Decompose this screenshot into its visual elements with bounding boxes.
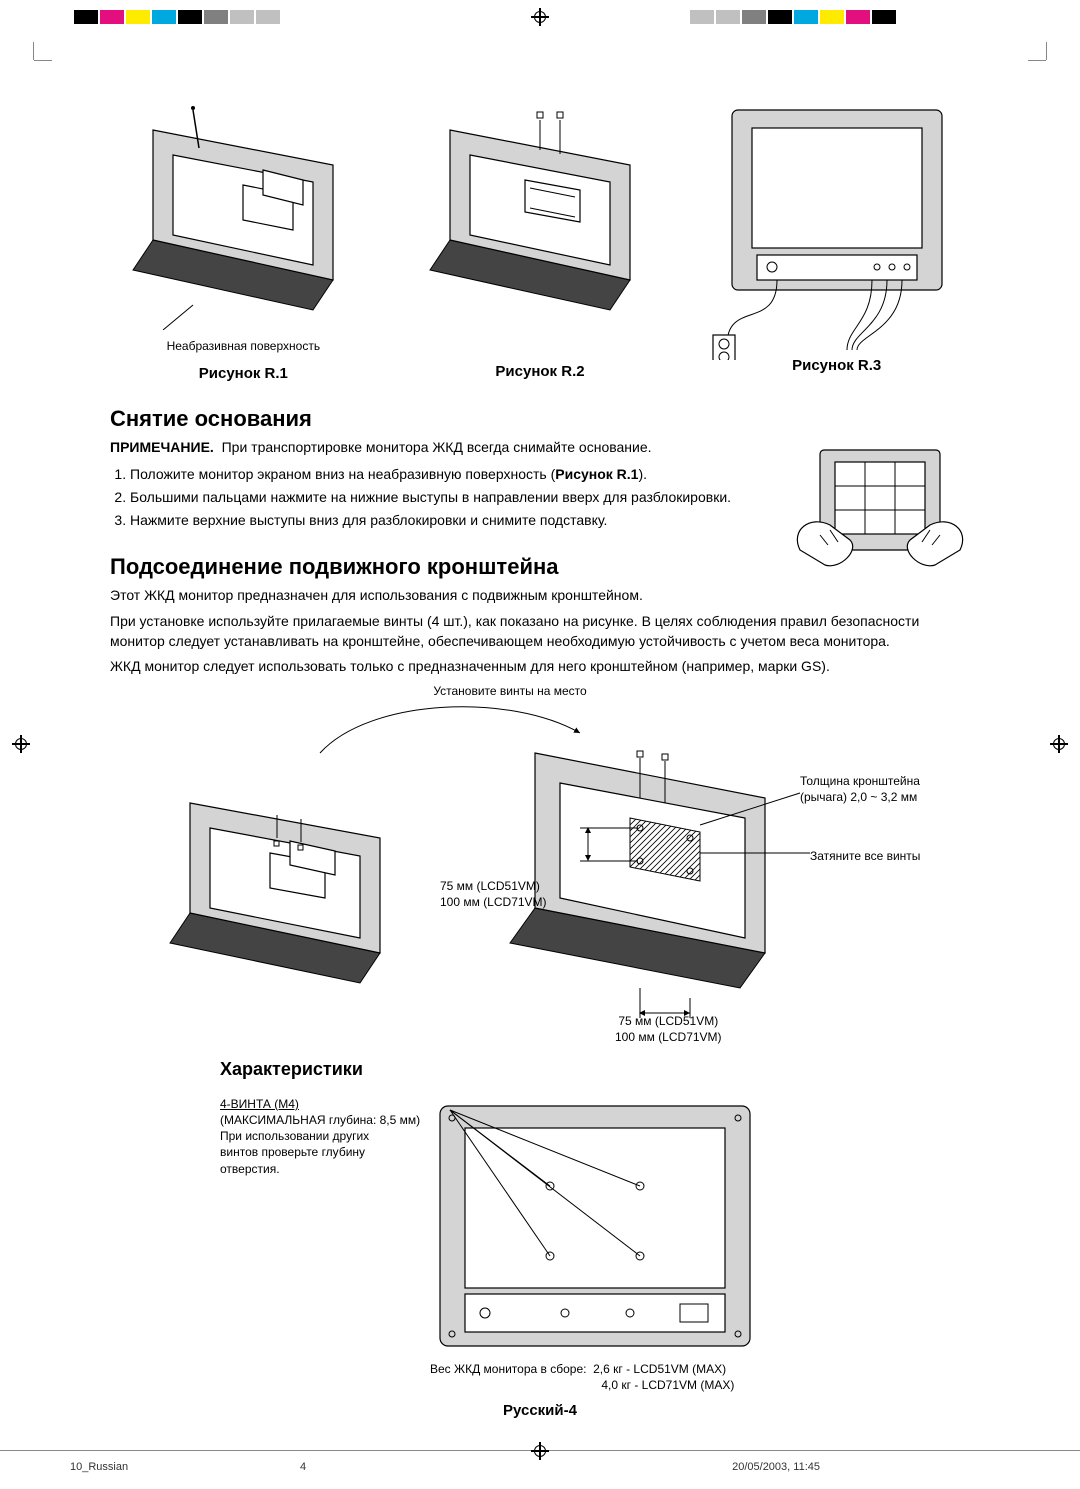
s2-p3: ЖКД монитор следует использовать только … (110, 657, 970, 677)
page-footer: 10_Russian 4 20/05/2003, 11:45 (0, 1450, 1080, 1489)
figure-r1-subcaption: Неабразивная поверхность (110, 339, 377, 353)
color-calibration-bar (74, 10, 282, 24)
page-label: Русский-4 (110, 1402, 970, 1419)
page-content: Неабразивная поверхность Рисунок R.1 (110, 100, 970, 1419)
weight2: 4,0 кг - LCD71VM (MAX) (601, 1378, 734, 1392)
figure-r3: Рисунок R.3 (703, 100, 970, 382)
footer-right: 20/05/2003, 11:45 (732, 1461, 820, 1473)
screw-note1: При использовании других (220, 1129, 369, 1143)
footer-left: 10_Russian (70, 1461, 128, 1473)
note-label: ПРИМЕЧАНИЕ. (110, 439, 214, 455)
step-1-tail: ). (638, 466, 647, 482)
figure-r1-svg (113, 100, 373, 330)
crop-mark (1028, 42, 1052, 66)
screw-depth: (МАКСИМАЛЬНАЯ глубина: 8,5 мм) (220, 1113, 420, 1127)
figure-r2-svg (410, 100, 670, 330)
anno-bracket-thickness-l2: (рычага) 2,0 ~ 3,2 мм (800, 790, 917, 804)
figure-r3-svg (707, 100, 967, 360)
s2-p2: При установке используйте прилагаемые ви… (110, 612, 970, 651)
anno-dim75-v: 75 мм (LCD51VM) (440, 879, 540, 893)
screw-note2: винтов проверьте глубину (220, 1145, 365, 1159)
registration-mark-icon (531, 1442, 549, 1460)
anno-replace-screws: Установите винты на место (410, 683, 610, 699)
anno-dim-vert: 75 мм (LCD51VM) 100 мм (LCD71VM) (440, 878, 547, 910)
figure-r1-caption: Рисунок R.1 (110, 365, 377, 382)
registration-mark-icon (531, 8, 549, 26)
anno-dim-horiz: 75 мм (LCD51VM) 100 мм (LCD71VM) (615, 1013, 722, 1045)
heading-characteristics: Характеристики (220, 1059, 970, 1080)
weight1: 2,6 кг - LCD51VM (MAX) (593, 1362, 726, 1376)
figure-r2-caption: Рисунок R.2 (407, 363, 674, 380)
registration-mark-icon (12, 735, 30, 753)
figure-rear-spec (430, 1096, 760, 1356)
anno-tighten: Затяните все винты (810, 848, 920, 864)
anno-dim100-v: 100 мм (LCD71VM) (440, 895, 547, 909)
crop-mark (28, 42, 52, 66)
screw-title: 4-ВИНТА (M4) (220, 1097, 299, 1111)
anno-bracket-thickness: Толщина кронштейна (рычага) 2,0 ~ 3,2 мм (800, 773, 920, 805)
anno-dim100-h: 100 мм (LCD71VM) (615, 1030, 722, 1044)
figure-hands (780, 430, 980, 603)
screw-note3: отверстия. (220, 1162, 280, 1176)
footer-center: 4 (300, 1461, 306, 1473)
color-calibration-bar (690, 10, 898, 24)
anno-bracket-thickness-l1: Толщина кронштейна (800, 774, 920, 788)
print-marks-top (0, 6, 1080, 32)
weight-line: Вес ЖКД монитора в сборе: 2,6 кг - LCD51… (430, 1361, 790, 1393)
figure-r1: Неабразивная поверхность Рисунок R.1 (110, 100, 377, 382)
heading-remove-base: Снятие основания (110, 406, 970, 432)
anno-screw-spec: 4-ВИНТА (M4) (МАКСИМАЛЬНАЯ глубина: 8,5 … (220, 1096, 430, 1177)
figure-arm-mounting: Установите винты на место Толщина кроншт… (110, 683, 970, 1043)
step-1-text: Положите монитор экраном вниз на неабраз… (130, 466, 555, 482)
anno-dim75-h: 75 мм (LCD51VM) (618, 1014, 718, 1028)
note-text: При транспортировке монитора ЖКД всегда … (222, 439, 652, 455)
weight-label: Вес ЖКД монитора в сборе: (430, 1362, 586, 1376)
figure-r2: Рисунок R.2 (407, 100, 674, 382)
registration-mark-icon (1050, 735, 1068, 753)
step-1-figref: Рисунок R.1 (555, 466, 638, 482)
